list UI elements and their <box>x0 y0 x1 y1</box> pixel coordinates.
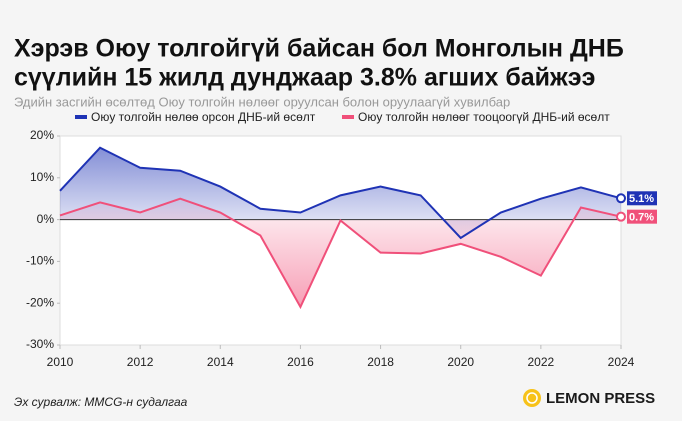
point <box>616 211 626 222</box>
legend-swatch <box>75 115 87 119</box>
value-label: 5.1% <box>629 193 654 205</box>
x-tick-label: 2014 <box>207 355 234 369</box>
chart-title: Хэрэв Оюу толгойгүй байсан бол Монголын … <box>14 35 624 63</box>
legend-swatch <box>342 115 354 119</box>
x-tick-label: 2010 <box>47 355 74 369</box>
brand: LEMON PRESS <box>546 390 655 407</box>
value-label: 0.7% <box>629 212 654 224</box>
point <box>616 193 626 204</box>
logo-icon <box>523 389 541 407</box>
y-tick-label: 0% <box>37 212 55 226</box>
y-tick-label: -30% <box>26 337 54 351</box>
x-tick-label: 2016 <box>287 355 314 369</box>
chart-title: сүүлийн 15 жилд дунджаар 3.8% агших байж… <box>14 64 595 92</box>
x-tick-label: 2022 <box>528 355 555 369</box>
value-label-bg <box>627 191 657 206</box>
x-tick-label: 2024 <box>608 355 635 369</box>
subtitle: Эдийн засгийн өсөлтөд Оюу толгойн нөлөөг… <box>14 94 510 109</box>
line <box>59 197 622 310</box>
legend-label: Оюу толгойн нөлөөг тооцоогүй ДНБ-ий өсөл… <box>358 110 610 124</box>
y-tick-label: 20% <box>30 128 54 142</box>
legend-label: Оюу толгойн нөлөө орсон ДНБ-ий өсөлт <box>91 110 316 124</box>
x-tick-label: 2018 <box>367 355 394 369</box>
logo-icon <box>526 392 538 404</box>
y-tick-label: 10% <box>30 170 54 184</box>
y-tick-label: -10% <box>26 254 54 268</box>
x-tick-label: 2012 <box>127 355 154 369</box>
y-tick-label: -20% <box>26 295 54 309</box>
line <box>59 146 622 240</box>
value-label-bg <box>627 209 657 224</box>
source: Эх сурвалж: MMCG-н судалгаа <box>14 395 188 409</box>
x-tick-label: 2020 <box>447 355 474 369</box>
